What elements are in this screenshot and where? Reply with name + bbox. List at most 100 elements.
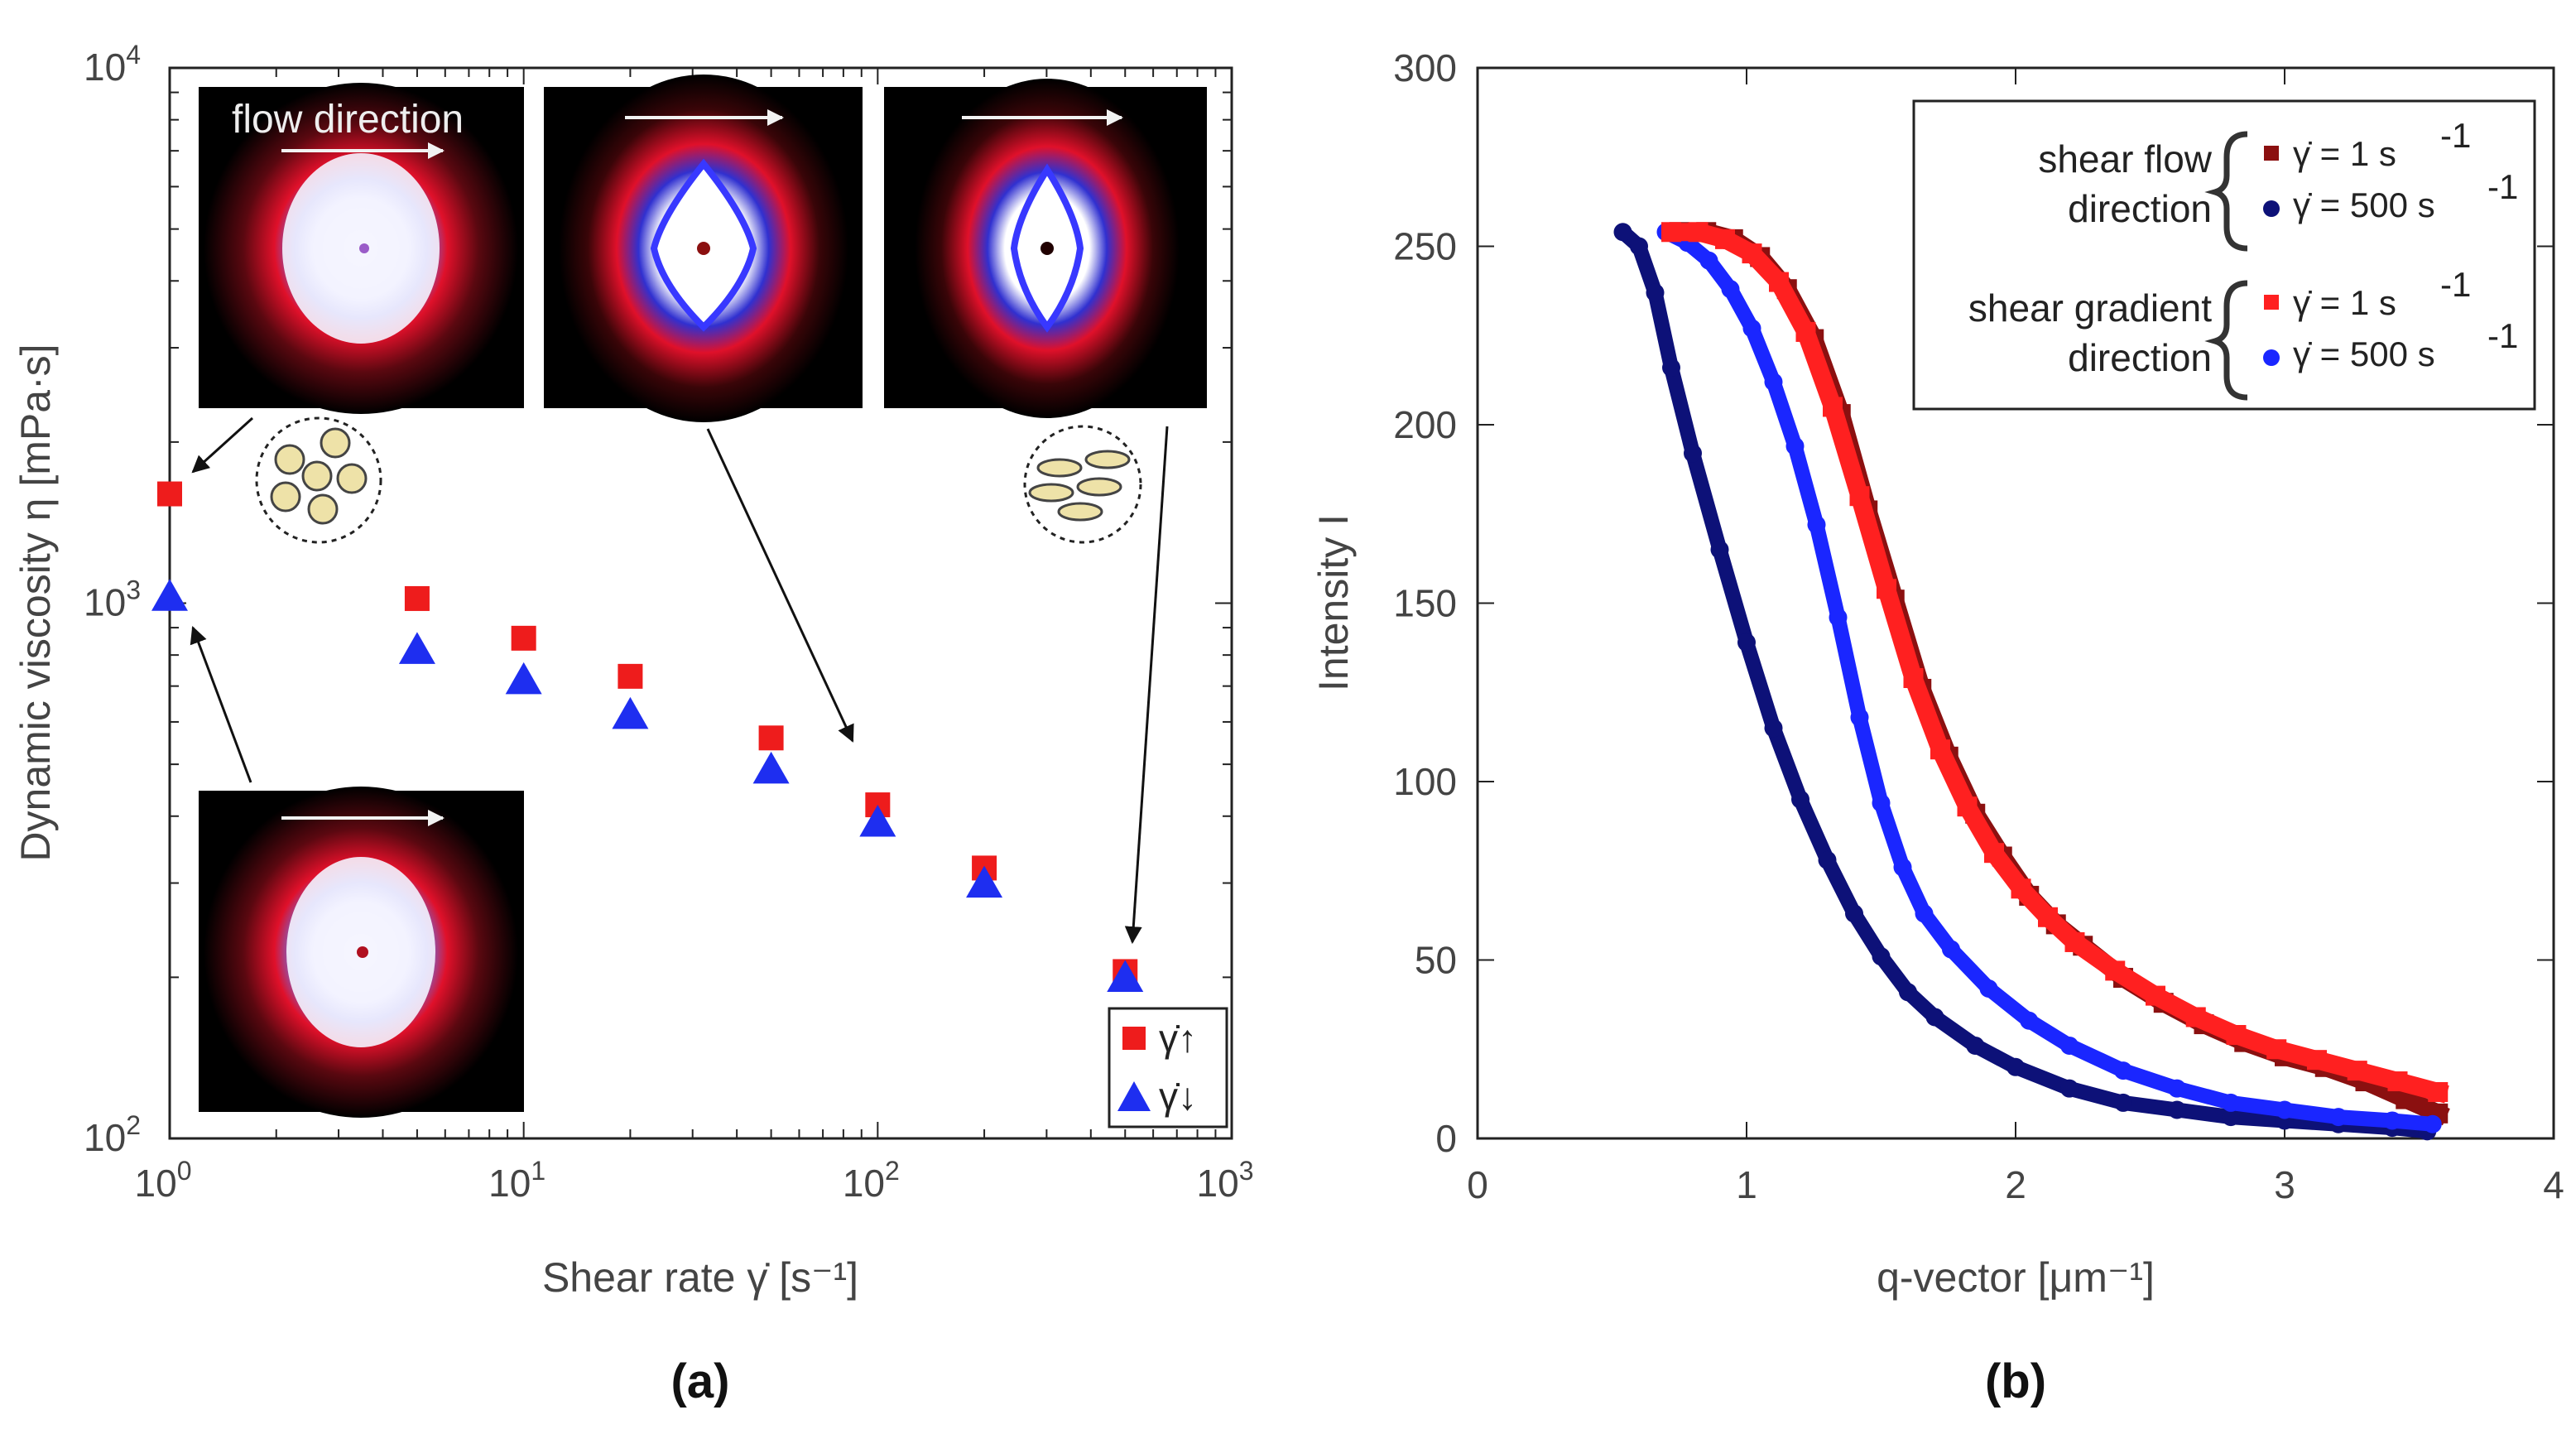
data-point-circle (1684, 444, 1702, 463)
legend-gradient-1-sup: -1 (2440, 265, 2471, 304)
x-tick-label: 1 (1736, 1163, 1757, 1206)
panel-a-ticks (169, 68, 1232, 1139)
legend-group-gradient-line2: direction (2068, 336, 2212, 379)
inset-image-3 (884, 79, 1207, 418)
data-point-triangle (398, 632, 435, 664)
data-point-circle (1721, 280, 1740, 299)
x-tick-label: 2 (2005, 1163, 2026, 1206)
inset-image-1: flow direction (199, 83, 524, 414)
data-point-circle (1942, 940, 1960, 959)
data-point-circle (1915, 904, 1934, 923)
data-point-circle (1845, 904, 1863, 923)
x-tick-label: 102 (843, 1156, 900, 1205)
data-point-circle (1630, 237, 1648, 256)
spherical-droplets-schematic (255, 416, 382, 544)
data-point-circle (2222, 1108, 2240, 1127)
inset-image-4 (199, 787, 524, 1118)
data-point-circle (1893, 858, 1912, 877)
y-tick-label: 50 (1415, 939, 1457, 982)
data-point-circle (1646, 283, 1665, 302)
beam-stop (697, 242, 710, 255)
inset-image-2 (544, 75, 863, 422)
panel-a: 100 101 102 103 102 103 104 flow direction (12, 40, 1253, 1408)
legend-flow-1-sup: -1 (2440, 116, 2471, 155)
panel-b-xlabel: q-vector [μm⁻¹] (1877, 1254, 2155, 1301)
panel-a-legend: γ̇↑ γ̇↓ (1108, 1007, 1228, 1128)
data-point-circle (1899, 983, 1917, 1002)
legend-flow-1: γ̇ = 1 s (2293, 134, 2396, 173)
panel-b-ticks (1477, 67, 2554, 1139)
x-tick-label: 3 (2274, 1163, 2295, 1206)
data-point-square (1957, 796, 1978, 817)
data-point-circle (1807, 515, 1826, 534)
annotation-arrows (190, 416, 1169, 945)
data-point-circle (1764, 719, 1783, 738)
panel-b-series (1613, 222, 2450, 1141)
data-point-circle (1872, 947, 1891, 966)
y-tick-label: 250 (1393, 225, 1457, 268)
y-tick-label: 200 (1393, 403, 1457, 446)
data-point-circle (1764, 373, 1783, 392)
panel-b: 0 1 2 3 4 0 50 100 150 200 250 300 shear flow direc… (1310, 46, 2564, 1408)
data-point-square (2266, 1039, 2287, 1060)
data-point-circle (1925, 1008, 1944, 1027)
data-point-square (1849, 486, 1870, 507)
legend-flow-500: γ̇ = 500 s (2293, 185, 2435, 224)
data-point-circle (1850, 708, 1869, 727)
legend-shear-up: γ̇↑ (1159, 1017, 1197, 1060)
data-point-circle (1742, 319, 1761, 338)
beam-stop (1040, 242, 1054, 255)
panel-a-ylabel: Dynamic viscosity η [mPa·s] (12, 344, 59, 861)
legend-flow-500-sup: -1 (2487, 167, 2518, 206)
data-point-square (2064, 931, 2085, 952)
panel-a-tick-labels: 100 101 102 103 102 103 104 (84, 40, 1253, 1205)
elongated-droplets-schematic (1023, 425, 1142, 544)
data-point-circle (1737, 633, 1756, 652)
data-point-square (2038, 907, 2058, 927)
x-tick-label: 0 (1467, 1163, 1488, 1206)
legend-group-flow-line2: direction (2068, 187, 2212, 230)
x-tick-label: 103 (1197, 1156, 1254, 1205)
y-tick-label: 104 (84, 40, 141, 89)
legend-square-marker (1122, 1027, 1146, 1050)
legend-gradient-500: γ̇ = 500 s (2293, 334, 2435, 373)
y-tick-label: 103 (84, 575, 141, 624)
data-point-square (758, 725, 784, 751)
data-point-square (2185, 1007, 2206, 1027)
legend-brace (2204, 131, 2248, 252)
data-point-circle (2383, 1111, 2401, 1130)
y-tick-label: 100 (1393, 760, 1457, 803)
data-point-circle (2114, 1061, 2132, 1080)
legend-gradient-500-sup: -1 (2487, 316, 2518, 355)
data-point-triangle (612, 696, 649, 729)
data-point-circle (2222, 1093, 2240, 1112)
data-point-triangle (752, 751, 790, 784)
data-point-circle (1872, 793, 1891, 812)
legend-group-gradient-line1: shear gradient (1968, 286, 2212, 330)
data-point-square (404, 585, 430, 611)
data-point-circle (2114, 1093, 2132, 1112)
x-tick-label: 4 (2543, 1163, 2564, 1206)
data-point-circle (2423, 1114, 2442, 1133)
data-point-square (1688, 222, 1709, 243)
data-point-circle (1979, 979, 1998, 998)
data-point-square (2347, 1061, 2367, 1081)
panel-a-xlabel: Shear rate γ̇ [s⁻¹] (542, 1254, 858, 1301)
legend-group-flow-line1: shear flow (2038, 137, 2212, 180)
data-point-triangle (859, 804, 896, 837)
data-point-square (1661, 222, 1681, 243)
data-point-square (1715, 229, 1735, 249)
legend-gradient-1: γ̇ = 1 s (2293, 283, 2396, 322)
data-point-triangle (1107, 960, 1144, 992)
data-point-square (1984, 843, 2004, 864)
beam-stop (357, 946, 368, 958)
data-point-square (1769, 272, 1789, 292)
data-point-circle (2006, 1057, 2025, 1076)
data-point-square (1823, 397, 1843, 417)
data-point-triangle (151, 579, 188, 611)
data-point-circle (1613, 223, 1632, 242)
data-point-circle (1829, 608, 1848, 627)
data-point-square (2146, 985, 2165, 1006)
data-point-square (1877, 579, 1896, 599)
